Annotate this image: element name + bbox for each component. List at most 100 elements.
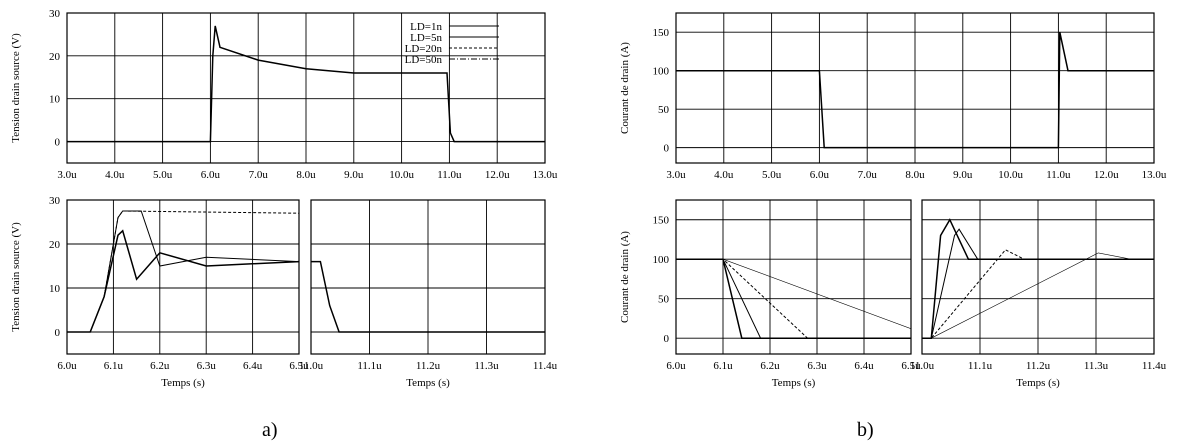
series-line <box>676 258 911 329</box>
x-tick-label: 8.0u <box>905 169 925 181</box>
x-axis-label: Temps (s) <box>161 377 205 389</box>
y-axis-label: Courant de drain (A) <box>619 42 631 134</box>
y-axis-label: Tension drain source (V) <box>10 33 22 143</box>
x-tick-label: 8.0u <box>296 169 316 181</box>
x-tick-label: 9.0u <box>344 169 364 181</box>
series-line <box>922 252 1154 339</box>
y-tick-label: 20 <box>49 51 61 63</box>
plot-frame <box>66 12 546 164</box>
series-line <box>67 210 299 333</box>
x-axis-label: Temps (s) <box>1016 377 1060 389</box>
series-line <box>311 260 545 333</box>
x-tick-label: 11.3u <box>474 360 499 372</box>
x-tick-label: 9.0u <box>953 169 973 181</box>
y-tick-label: 10 <box>49 283 61 295</box>
caption-b: b) <box>857 419 874 441</box>
series-line <box>67 229 299 333</box>
x-tick-label: 6.2u <box>150 360 170 372</box>
series-line <box>67 210 299 333</box>
y-tick-label: 150 <box>653 215 670 227</box>
x-tick-label: 6.3u <box>807 360 827 372</box>
y-tick-label: 0 <box>664 333 670 345</box>
chart-a-br: 11.0u 11.1u 11.2u 11.3u 11.4u Temps (s) <box>299 199 558 389</box>
chart-a-top: 3.0u 4.0u 5.0u 6.0u 7.0u 8.0u 9.0u 10.0u 11.0u 12… <box>10 8 558 181</box>
x-tick-label: 6.1u <box>713 360 733 372</box>
plot-frame <box>66 199 300 355</box>
x-tick-label: 6.0u <box>201 169 221 181</box>
x-tick-label: 7.0u <box>858 169 878 181</box>
series-group <box>67 210 299 333</box>
x-tick-label: 7.0u <box>249 169 269 181</box>
y-tick-label: 20 <box>49 239 61 251</box>
chart-b-br: 11.0u 11.1u 11.2u 11.3u 11.4u Temps (s) <box>910 199 1167 389</box>
y-tick-label: 0 <box>664 143 670 155</box>
x-tick-label: 11.0u <box>437 169 462 181</box>
x-axis-label: Temps (s) <box>406 377 450 389</box>
legend-entry: LD=50n <box>405 54 443 66</box>
x-tick-label: 11.4u <box>1142 360 1167 372</box>
x-tick-label: 4.0u <box>714 169 734 181</box>
y-tick-label: 30 <box>49 8 61 20</box>
x-tick-label: 11.2u <box>1026 360 1051 372</box>
y-tick-label: 30 <box>49 195 61 207</box>
plot-frame <box>310 199 546 355</box>
x-tick-label: 11.2u <box>416 360 441 372</box>
x-tick-label: 6.5u <box>901 360 921 372</box>
x-tick-label: 6.4u <box>243 360 263 372</box>
x-tick-label: 3.0u <box>57 169 77 181</box>
x-tick-label: 5.0u <box>762 169 782 181</box>
chart-a-bl: 6.0u 6.1u 6.2u 6.3u 6.4u 6.5u 0 10 20 30 Tension d… <box>10 195 309 389</box>
x-tick-label: 11.3u <box>1084 360 1109 372</box>
series-group <box>676 258 911 339</box>
y-tick-label: 100 <box>653 254 670 266</box>
y-tick-label: 0 <box>55 327 61 339</box>
x-tick-label: 13.0u <box>533 169 558 181</box>
x-tick-label: 6.4u <box>854 360 874 372</box>
x-tick-label: 6.0u <box>666 360 686 372</box>
x-tick-label: 10.0u <box>998 169 1023 181</box>
x-tick-label: 4.0u <box>105 169 125 181</box>
legend-entry: LD=20n <box>405 43 443 55</box>
x-tick-label: 11.0u <box>1046 169 1071 181</box>
series-line <box>67 25 545 143</box>
x-tick-label: 11.0u <box>910 360 935 372</box>
x-tick-label: 6.1u <box>104 360 124 372</box>
x-tick-label: 11.4u <box>533 360 558 372</box>
x-tick-label: 10.0u <box>389 169 414 181</box>
plot-frame <box>921 199 1155 355</box>
x-tick-label: 13.0u <box>1142 169 1167 181</box>
series-group <box>922 218 1154 339</box>
x-tick-label: 12.0u <box>1094 169 1119 181</box>
x-tick-label: 12.0u <box>485 169 510 181</box>
caption-a: a) <box>262 419 278 441</box>
x-tick-label: 6.3u <box>197 360 217 372</box>
y-tick-label: 100 <box>653 66 670 78</box>
y-tick-label: 10 <box>49 94 61 106</box>
x-tick-label: 11.0u <box>299 360 324 372</box>
y-tick-label: 150 <box>653 27 670 39</box>
series-group <box>676 32 1154 149</box>
x-axis-label: Temps (s) <box>772 377 816 389</box>
chart-b-bl: 6.0u 6.1u 6.2u 6.3u 6.4u 6.5u 0 50 100 150 Courant… <box>619 199 921 389</box>
legend-entry: LD=5n <box>410 32 442 44</box>
x-tick-label: 11.1u <box>968 360 993 372</box>
y-axis-label: Tension drain source (V) <box>10 222 22 332</box>
plot-frame <box>675 199 912 355</box>
x-tick-label: 6.0u <box>57 360 77 372</box>
x-tick-label: 6.5u <box>289 360 309 372</box>
x-tick-label: 3.0u <box>666 169 686 181</box>
series-group <box>311 260 545 333</box>
y-axis-label: Courant de drain (A) <box>619 231 631 323</box>
plot-frame <box>675 12 1155 164</box>
series-group <box>67 25 545 143</box>
y-tick-label: 50 <box>658 294 670 306</box>
legend-entry: LD=1n <box>410 21 442 33</box>
chart-b-top: 3.0u 4.0u 5.0u 6.0u 7.0u 8.0u 9.0u 10.0u 11.0u 12… <box>619 12 1167 181</box>
x-tick-label: 6.2u <box>760 360 780 372</box>
series-line <box>676 32 1154 149</box>
x-tick-label: 5.0u <box>153 169 173 181</box>
y-tick-label: 0 <box>55 137 61 149</box>
x-tick-label: 6.0u <box>810 169 830 181</box>
x-tick-label: 11.1u <box>357 360 382 372</box>
